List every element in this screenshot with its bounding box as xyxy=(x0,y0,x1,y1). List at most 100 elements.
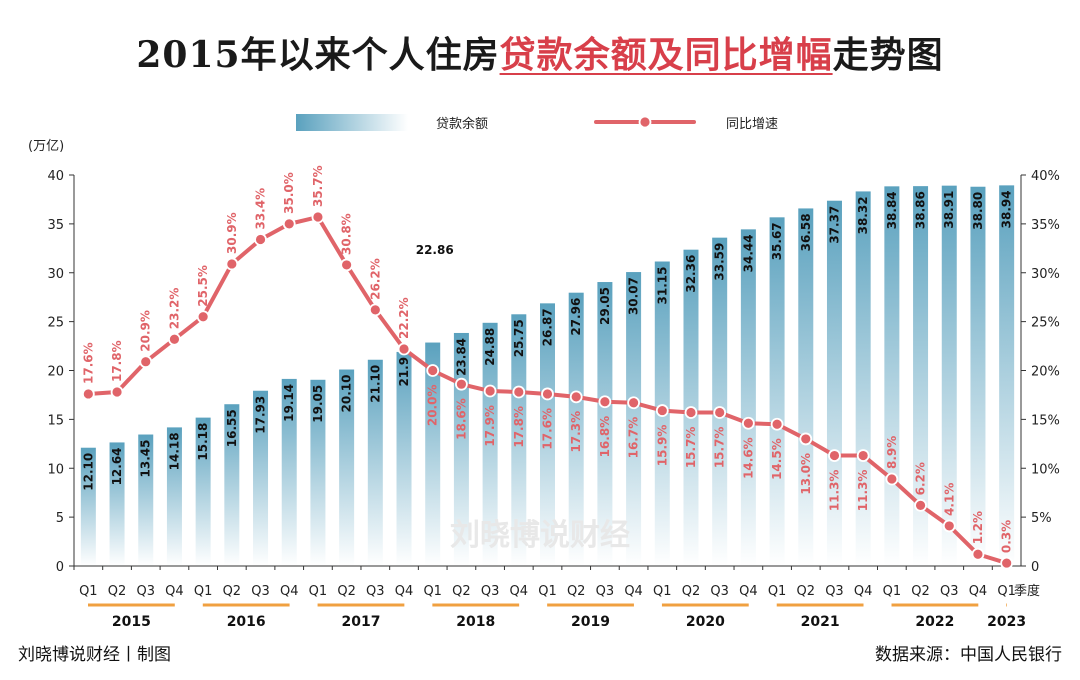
bar-value-label: 19.14 xyxy=(282,384,296,422)
line-value-label: 6.2% xyxy=(914,462,928,495)
growth-point xyxy=(569,390,583,404)
bar xyxy=(281,378,297,566)
growth-point xyxy=(684,406,698,419)
bar xyxy=(941,185,957,566)
right-tick-label: 30% xyxy=(1031,267,1060,282)
bar-value-label: 38.80 xyxy=(971,192,985,230)
growth-point xyxy=(483,384,497,398)
x-tick-label: Q3 xyxy=(710,584,729,599)
line-value-label: 30.8% xyxy=(340,213,354,255)
bar-value-label: 14.18 xyxy=(167,432,181,470)
x-tick-label: Q4 xyxy=(395,584,414,599)
bar xyxy=(913,186,929,566)
bar xyxy=(253,390,269,566)
x-tick-label: Q4 xyxy=(510,584,529,599)
bar xyxy=(568,292,584,566)
line-value-label: 35.7% xyxy=(311,165,325,207)
bar xyxy=(396,351,412,566)
left-tick-label: 0 xyxy=(56,560,64,575)
left-tick-label: 35 xyxy=(47,218,64,233)
line-value-label: 4.1% xyxy=(942,483,956,516)
bar xyxy=(540,303,555,566)
x-tick-label: Q4 xyxy=(165,584,184,599)
growth-point xyxy=(311,210,325,224)
bar xyxy=(798,208,814,567)
bar xyxy=(597,282,613,566)
growth-point xyxy=(110,385,124,399)
title-highlight: 贷款余额及同比增幅 xyxy=(499,34,833,76)
bar-value-label: 19.05 xyxy=(311,385,325,423)
right-tick-label: 20% xyxy=(1031,365,1060,380)
x-tick-label: Q3 xyxy=(940,584,959,599)
x-tick-label: Q4 xyxy=(280,584,299,599)
bar xyxy=(224,404,240,566)
x-tick-label: Q1 xyxy=(194,584,213,599)
growth-point xyxy=(81,387,95,401)
growth-point xyxy=(885,472,899,486)
line-value-label: 1.2% xyxy=(971,511,985,544)
growth-point xyxy=(770,417,784,431)
x-tick-label: Q2 xyxy=(682,584,701,599)
bar-value-label: 15.18 xyxy=(196,423,210,461)
growth-point xyxy=(942,519,956,533)
bar xyxy=(310,379,326,566)
x-tick-label: Q1 xyxy=(997,584,1016,599)
x-tick-label: Q3 xyxy=(825,584,844,599)
x-tick-label: Q1 xyxy=(423,584,442,599)
bar xyxy=(626,272,642,566)
watermark-text: 刘晓博说财经 xyxy=(450,518,630,553)
growth-point xyxy=(1000,556,1014,570)
legend-line-marker xyxy=(638,115,652,129)
growth-point xyxy=(741,416,755,430)
line-value-label: 14.5% xyxy=(770,438,784,480)
left-tick-label: 30 xyxy=(47,267,64,282)
x-tick-label: Q4 xyxy=(624,584,643,599)
legend-bar-swatch xyxy=(296,114,408,131)
year-label: 2023 xyxy=(987,614,1026,630)
legend-line-label: 同比增速 xyxy=(726,117,778,132)
bar-value-label: 38.86 xyxy=(914,191,928,229)
x-tick-label: Q1 xyxy=(883,584,902,599)
bar-value-label: 20.10 xyxy=(340,375,354,413)
line-value-label: 14.6% xyxy=(741,437,755,479)
bar-value-label: 38.94 xyxy=(1000,190,1014,228)
x-tick-label: Q2 xyxy=(223,584,242,599)
bar xyxy=(80,447,96,566)
chart-title: 2015年以来个人住房贷款余额及同比增幅走势图 xyxy=(0,26,1080,78)
growth-point xyxy=(655,404,669,417)
year-label: 2020 xyxy=(686,614,725,630)
title-part1: 2015年以来个人住房 xyxy=(136,34,500,76)
right-tick-label: 0 xyxy=(1031,560,1039,575)
x-tick-label: Q4 xyxy=(969,584,988,599)
x-tick-label: Q3 xyxy=(596,584,615,599)
bar xyxy=(367,359,383,566)
bar-value-label: 12.64 xyxy=(110,447,124,485)
line-value-label: 15.7% xyxy=(684,427,698,469)
growth-point xyxy=(971,547,985,561)
source-text: 数据来源：中国人民银行 xyxy=(875,645,1062,665)
line-value-label: 20.9% xyxy=(139,310,153,352)
growth-point xyxy=(397,342,411,356)
bar-value-label: 25.75 xyxy=(512,319,526,357)
bar-value-label: 12.10 xyxy=(81,453,95,491)
growth-point xyxy=(713,406,727,419)
year-label: 2019 xyxy=(571,614,610,630)
line-value-label: 16.7% xyxy=(627,417,641,459)
growth-point xyxy=(225,257,239,271)
left-tick-label: 15 xyxy=(47,413,64,428)
bar xyxy=(712,237,728,566)
x-tick-label: Q2 xyxy=(567,584,586,599)
right-tick-label: 15% xyxy=(1031,413,1060,428)
bar xyxy=(195,417,211,566)
x-tick-label: Q1 xyxy=(79,584,98,599)
line-value-label: 13.0% xyxy=(799,453,813,495)
growth-point xyxy=(627,396,640,410)
bar xyxy=(826,200,842,566)
x-tick-label: Q3 xyxy=(481,584,500,599)
year-label: 2022 xyxy=(915,614,954,630)
year-label: 2021 xyxy=(801,614,840,630)
bar xyxy=(855,191,871,566)
credit-text: 刘晓博说财经丨制图 xyxy=(18,645,171,665)
bar-value-label: 29.05 xyxy=(598,287,612,325)
